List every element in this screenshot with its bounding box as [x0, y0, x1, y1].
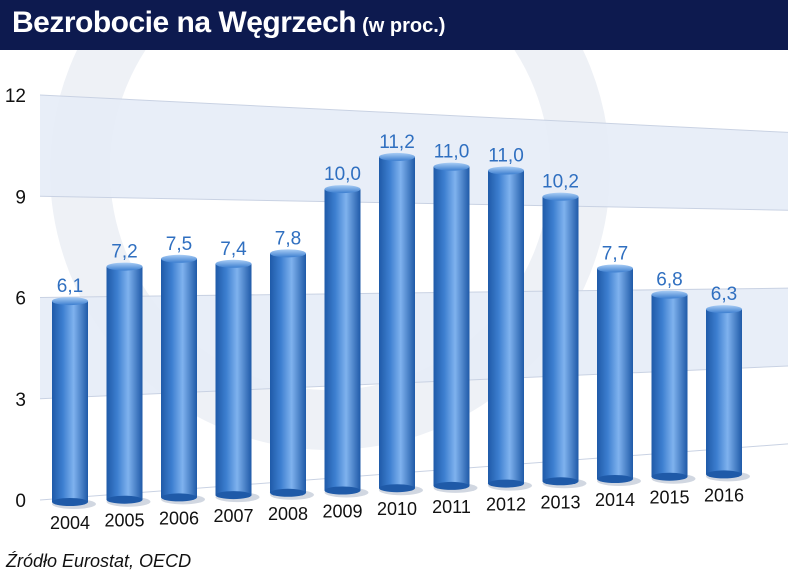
- bar-base: [270, 488, 306, 497]
- x-tick-label: 2012: [486, 495, 526, 515]
- bar-base: [706, 470, 742, 479]
- bar-cap: [215, 259, 252, 268]
- bar-chart: 0 3 6 9 12 6,1 2004 7,2 2005 7,5 2006 7,4 2007 7,8 200…: [5, 50, 788, 533]
- bar-group: [542, 192, 587, 489]
- bar-group: [433, 162, 478, 493]
- gridline: [39, 94, 788, 133]
- chart-subtitle: (w proc.): [362, 15, 446, 37]
- x-tick-label: 2011: [432, 497, 471, 517]
- bar-base: [379, 484, 415, 493]
- y-tick-label: 0: [15, 491, 26, 512]
- bar-group: [324, 185, 369, 498]
- bar-value-label: 10,2: [542, 172, 579, 193]
- bar-value-label: 6,3: [711, 284, 737, 305]
- bar-base: [488, 479, 524, 488]
- bar-cap: [433, 162, 470, 171]
- bar: [488, 170, 524, 484]
- x-tick-label: 2005: [104, 511, 144, 531]
- bar-base: [161, 493, 197, 502]
- bar-group: [379, 152, 423, 496]
- x-tick-label: 2007: [213, 506, 253, 526]
- bar-value-label: 11,2: [379, 132, 415, 153]
- chart-title: Bezrobocie na Węgrzech (w proc.): [12, 6, 445, 40]
- bar-cap: [161, 254, 197, 263]
- bar-value-label: 10,0: [324, 164, 361, 185]
- bar: [52, 301, 88, 502]
- bar-group: [651, 290, 696, 484]
- grid-band: [40, 95, 788, 211]
- x-tick-label: 2013: [540, 492, 580, 512]
- bar-cap: [706, 305, 742, 314]
- bar: [433, 166, 470, 486]
- title-bar: Bezrobocie na Węgrzech (w proc.): [0, 0, 788, 50]
- bar: [161, 258, 197, 498]
- bar: [542, 196, 579, 482]
- bar: [106, 266, 143, 500]
- bar: [324, 189, 361, 491]
- bar-cap: [379, 152, 415, 161]
- x-tick-label: 2014: [595, 490, 635, 510]
- bar-base: [651, 472, 688, 481]
- x-tick-label: 2006: [159, 508, 199, 528]
- bar: [379, 156, 415, 489]
- bar-cap: [542, 192, 579, 201]
- bar-group: [106, 262, 151, 507]
- y-tick-label: 9: [15, 187, 26, 208]
- bar-value-label: 6,1: [57, 276, 83, 297]
- bar-base: [106, 495, 143, 504]
- source-note: Źródło Eurostat, OECD: [6, 551, 192, 571]
- bar-base: [215, 491, 252, 500]
- bar-cap: [597, 264, 633, 273]
- bar-value-label: 11,0: [488, 146, 524, 167]
- bar-value-label: 7,7: [602, 243, 628, 264]
- bar-value-label: 11,0: [434, 142, 470, 163]
- bar-group: [597, 264, 641, 486]
- bar-cap: [488, 166, 524, 175]
- bar-cap: [324, 185, 361, 194]
- x-tick-label: 2016: [704, 485, 744, 505]
- bar-value-label: 7,4: [220, 239, 247, 260]
- bar-group: [215, 259, 260, 503]
- bar: [215, 263, 252, 496]
- bar-cap: [651, 290, 688, 299]
- bar-value-label: 7,8: [275, 228, 301, 249]
- bar-cap: [270, 249, 306, 258]
- bar-group: [52, 297, 96, 509]
- x-tick-label: 2009: [322, 502, 362, 522]
- x-tick-label: 2008: [268, 504, 308, 524]
- bar: [706, 309, 742, 475]
- bar-value-label: 6,8: [656, 270, 682, 291]
- bar-base: [433, 481, 470, 490]
- y-tick-label: 12: [5, 86, 26, 107]
- bar-value-label: 7,5: [166, 234, 192, 255]
- bar-group: [270, 249, 314, 500]
- bar: [270, 253, 306, 493]
- y-tick-label: 3: [15, 390, 26, 411]
- bar-group: [161, 254, 205, 505]
- bar-base: [324, 486, 361, 495]
- bar-cap: [106, 262, 143, 271]
- bar: [651, 294, 688, 477]
- bar-base: [52, 498, 88, 506]
- x-tick-label: 2010: [377, 499, 417, 519]
- bar-base: [597, 475, 633, 483]
- y-tick-label: 6: [15, 289, 26, 310]
- bar-value-label: 7,2: [111, 242, 137, 263]
- x-tick-label: 2015: [649, 488, 689, 508]
- bar-base: [542, 477, 579, 486]
- bar-cap: [52, 297, 88, 306]
- x-tick-label: 2004: [50, 513, 90, 533]
- bar-group: [706, 305, 750, 482]
- bar: [597, 268, 633, 479]
- chart-title-text: Bezrobocie na Węgrzech: [12, 6, 357, 39]
- bar-group: [488, 166, 532, 491]
